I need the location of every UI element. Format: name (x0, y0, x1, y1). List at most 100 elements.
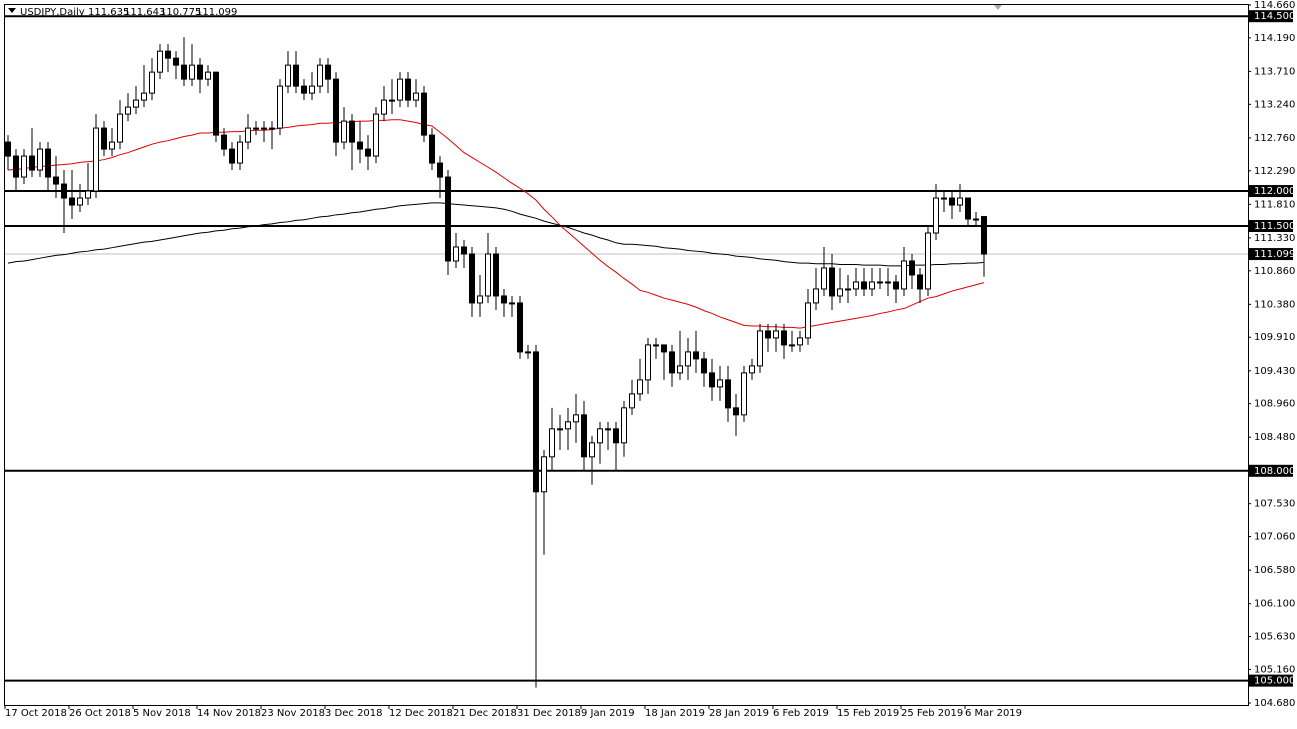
y-tick-label: 106.100 (1254, 599, 1295, 610)
candle-body (293, 64, 299, 87)
candle-body (757, 330, 763, 367)
x-tick-label: 21 Dec 2018 (453, 708, 517, 719)
candle-body (965, 197, 971, 220)
candle-body (357, 141, 363, 150)
candle-body (621, 407, 627, 444)
candle-body (309, 85, 315, 94)
candle-body (485, 253, 491, 297)
candle-body (645, 344, 651, 381)
candle-body (557, 428, 563, 431)
candle-body (349, 120, 355, 143)
moving-average (7, 202, 985, 267)
y-tick-label: 108.960 (1254, 399, 1295, 410)
candle-body (877, 281, 883, 284)
candle-body (677, 365, 683, 374)
candle-body (973, 218, 979, 221)
current-price-box (1249, 248, 1293, 261)
candle-body (141, 92, 147, 101)
candle-body (869, 281, 875, 290)
candle-body (469, 253, 475, 304)
moving-average (7, 119, 985, 329)
candle-body (117, 113, 123, 143)
candle-body (701, 358, 707, 374)
candle-body (421, 92, 427, 136)
candle-body (21, 155, 27, 178)
candle-body (837, 288, 843, 297)
candle-body (629, 393, 635, 409)
y-tick-label: 114.190 (1254, 33, 1295, 44)
candle-body (781, 330, 787, 346)
y-tick-label: 105.160 (1254, 664, 1295, 675)
candle-body (749, 365, 755, 374)
level-label-box (1249, 10, 1293, 23)
candle-body (53, 176, 59, 185)
candle-body (333, 78, 339, 143)
y-tick-label: 112.760 (1254, 133, 1295, 144)
candle-body (733, 407, 739, 416)
candle-body (725, 379, 731, 409)
candle-body (381, 99, 387, 115)
candle-body (101, 127, 107, 150)
candle-body (685, 351, 691, 367)
y-tick-label: 114.660 (1254, 0, 1295, 11)
candle-body (341, 120, 347, 143)
candle-body (165, 50, 171, 59)
y-tick-label: 107.530 (1254, 499, 1295, 510)
candle-body (85, 190, 91, 199)
candle-body (69, 197, 75, 206)
level-label: 111.500 (1254, 221, 1295, 232)
candle-body (445, 176, 451, 262)
candle-body (845, 288, 851, 291)
candle-body (669, 351, 675, 374)
candle-body (245, 127, 251, 143)
candle-body (173, 57, 179, 66)
candle-body (157, 50, 163, 73)
last-low: 110.775 (160, 7, 201, 18)
candle-body (917, 274, 923, 290)
candle-body (45, 148, 51, 178)
current-price-label: 111.099 (1254, 249, 1295, 260)
shift-marker (994, 5, 1002, 10)
candle-body (829, 267, 835, 297)
candle-body (957, 197, 963, 206)
candle-body (573, 414, 579, 423)
candle-body (453, 246, 459, 262)
candle-body (517, 302, 523, 353)
y-tick-label: 109.430 (1254, 366, 1295, 377)
candle-body (237, 141, 243, 164)
candle-body (533, 351, 539, 493)
candle-body (901, 260, 907, 290)
candle-body (397, 78, 403, 101)
candle-body (525, 351, 531, 354)
candle-body (365, 148, 371, 157)
candle-body (477, 295, 483, 304)
candle-body (813, 288, 819, 304)
candle-body (413, 92, 419, 101)
x-tick-label: 14 Nov 2018 (197, 708, 261, 719)
candle-body (605, 428, 611, 431)
candle-body (653, 344, 659, 347)
candle-body (637, 379, 643, 395)
y-tick-label: 104.680 (1254, 698, 1295, 709)
candle-body (229, 148, 235, 164)
x-tick-label: 17 Oct 2018 (5, 708, 67, 719)
candle-body (133, 99, 139, 108)
x-tick-label: 12 Dec 2018 (389, 708, 453, 719)
candle-body (765, 330, 771, 339)
candle-body (77, 197, 83, 206)
candle-body (5, 141, 11, 157)
candle-body (693, 351, 699, 360)
candle-body (797, 337, 803, 346)
candle-body (717, 379, 723, 388)
y-tick-label: 111.330 (1254, 233, 1295, 244)
candle-body (581, 414, 587, 458)
candle-body (197, 64, 203, 80)
candle-body (885, 281, 891, 284)
x-tick-label: 18 Jan 2019 (645, 708, 705, 719)
candle-body (949, 197, 955, 206)
level-label-box (1249, 674, 1293, 687)
x-tick-label: 6 Feb 2019 (773, 708, 829, 719)
candle-body (277, 85, 283, 129)
candle-body (389, 99, 395, 102)
